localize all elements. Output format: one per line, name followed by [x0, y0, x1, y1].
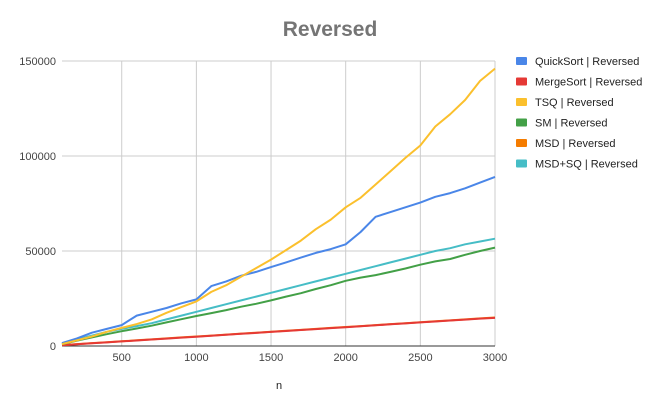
- x-tick-label: 2500: [408, 352, 432, 364]
- x-tick-label: 1500: [259, 352, 283, 364]
- legend-label: QuickSort | Reversed: [535, 56, 639, 68]
- legend-item: QuickSort | Reversed: [516, 56, 639, 68]
- legend-item: MSD+SQ | Reversed: [516, 159, 638, 171]
- y-tick-label: 0: [50, 341, 56, 353]
- legend-swatch: [516, 98, 527, 106]
- legend-swatch: [516, 77, 527, 86]
- legend-swatch: [516, 139, 527, 147]
- x-tick-label: 2000: [333, 352, 357, 364]
- legend-swatch: [516, 57, 527, 65]
- legend-item: MergeSort | Reversed: [516, 77, 642, 89]
- legend-label: MSD | Reversed: [535, 138, 616, 150]
- legend-item: MSD | Reversed: [516, 138, 616, 150]
- y-tick-label: 100000: [19, 151, 56, 163]
- y-tick-labels: 0 50000 100000 150000: [19, 56, 56, 353]
- legend-label: MergeSort | Reversed: [535, 77, 642, 89]
- series-line-sm-reversed: [61, 246, 496, 346]
- x-tick-labels: 500 1000 1500 2000 2500 3000: [113, 352, 508, 364]
- legend-label: TSQ | Reversed: [535, 97, 614, 109]
- chart-title: Reversed: [283, 18, 378, 41]
- legend: QuickSort | Reversed MergeSort | Reversed…: [516, 56, 642, 171]
- x-tick-label: 1000: [184, 352, 208, 364]
- series-lines: [61, 67, 496, 347]
- series-line-msd-sq-reversed: [61, 237, 496, 345]
- series-line-tsq-reversed: [61, 67, 496, 346]
- legend-label: MSD+SQ | Reversed: [535, 159, 638, 171]
- x-axis-label: n: [276, 380, 282, 392]
- series-line-quicksort-reversed: [61, 175, 496, 345]
- legend-item: TSQ | Reversed: [516, 97, 614, 109]
- y-tick-label: 50000: [25, 246, 56, 258]
- legend-swatch: [516, 159, 527, 168]
- series-line-mergesort-reversed: [61, 316, 496, 347]
- y-tick-label: 150000: [19, 56, 56, 68]
- x-tick-label: 3000: [483, 352, 507, 364]
- legend-swatch: [516, 118, 527, 127]
- legend-label: SM | Reversed: [535, 118, 608, 130]
- x-tick-label: 500: [113, 352, 131, 364]
- grid: [62, 60, 496, 347]
- legend-item: SM | Reversed: [516, 118, 608, 130]
